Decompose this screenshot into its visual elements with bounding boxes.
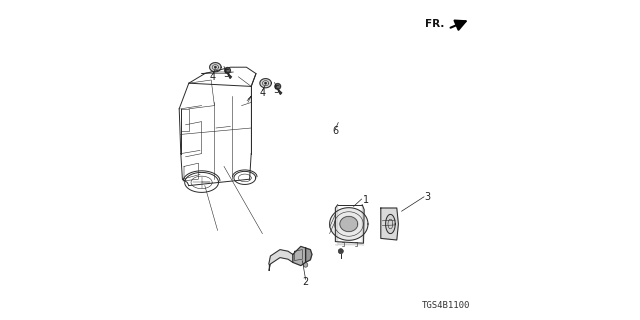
Polygon shape: [292, 246, 306, 266]
Text: 2: 2: [303, 276, 308, 287]
Polygon shape: [210, 63, 221, 72]
Circle shape: [214, 66, 216, 68]
Text: 3: 3: [424, 192, 430, 202]
Polygon shape: [228, 73, 232, 78]
Polygon shape: [269, 250, 292, 270]
Polygon shape: [335, 205, 364, 245]
Polygon shape: [225, 68, 230, 73]
Polygon shape: [330, 208, 368, 240]
Text: 5: 5: [274, 84, 280, 95]
Text: 1: 1: [364, 195, 369, 205]
Text: TGS4B1100: TGS4B1100: [422, 301, 470, 310]
Text: 4: 4: [259, 88, 266, 98]
Text: 5: 5: [223, 68, 230, 79]
Text: 4: 4: [210, 72, 216, 82]
Circle shape: [303, 263, 308, 267]
Polygon shape: [386, 214, 396, 234]
Circle shape: [264, 82, 267, 84]
Polygon shape: [275, 84, 280, 89]
Polygon shape: [381, 208, 398, 240]
Polygon shape: [260, 79, 271, 88]
Text: FR.: FR.: [426, 19, 445, 29]
Polygon shape: [306, 248, 312, 262]
Text: 6: 6: [332, 126, 339, 136]
Polygon shape: [340, 216, 358, 232]
Circle shape: [338, 249, 343, 254]
Polygon shape: [278, 89, 282, 94]
